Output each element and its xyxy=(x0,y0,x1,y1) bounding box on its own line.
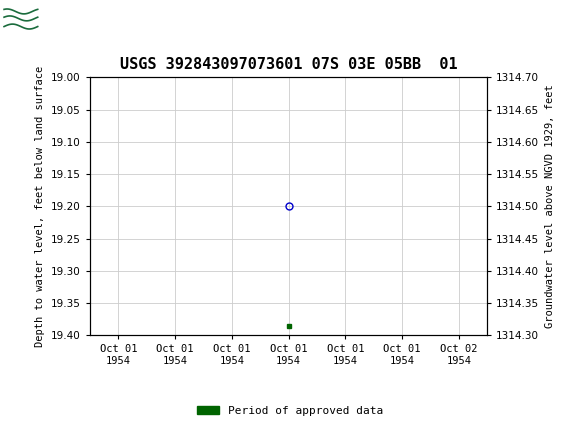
Y-axis label: Depth to water level, feet below land surface: Depth to water level, feet below land su… xyxy=(35,66,45,347)
Title: USGS 392843097073601 07S 03E 05BB  01: USGS 392843097073601 07S 03E 05BB 01 xyxy=(119,57,458,72)
Legend: Period of approved data: Period of approved data xyxy=(193,401,387,420)
Text: USGS: USGS xyxy=(44,13,90,28)
Y-axis label: Groundwater level above NGVD 1929, feet: Groundwater level above NGVD 1929, feet xyxy=(545,85,555,328)
Bar xyxy=(3,3,78,37)
